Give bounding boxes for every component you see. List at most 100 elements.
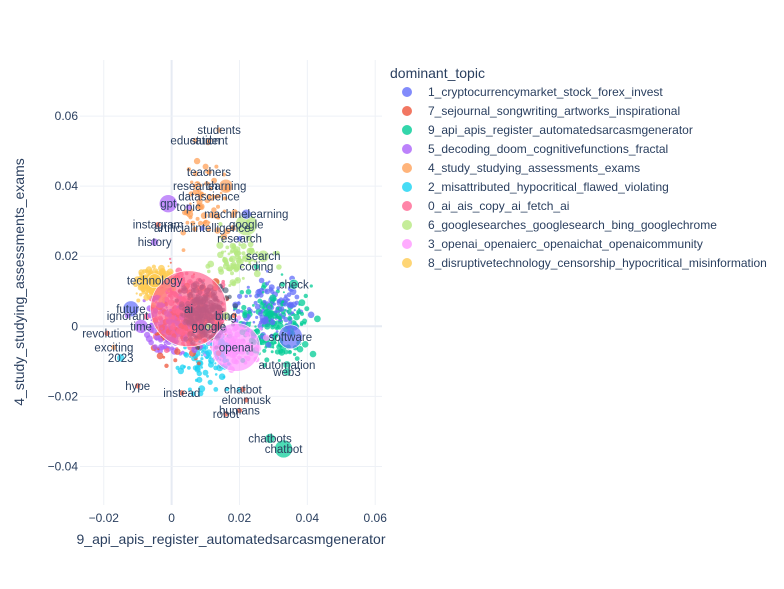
point-label: robot bbox=[213, 409, 240, 421]
scatter-point bbox=[234, 277, 241, 284]
scatter-point bbox=[208, 221, 211, 224]
scatter-point bbox=[288, 298, 291, 301]
legend-item[interactable]: 5_decoding_doom_cognitivefunctions_fract… bbox=[402, 142, 668, 156]
point-label: students bbox=[197, 125, 241, 137]
labeled-bubble bbox=[205, 168, 213, 176]
scatter-point bbox=[258, 311, 263, 317]
scatter-point bbox=[264, 357, 270, 363]
x-tick-label: 0.02 bbox=[228, 511, 252, 525]
x-tick-label: 0 bbox=[168, 511, 175, 525]
scatter-point bbox=[262, 348, 267, 353]
scatter-point bbox=[233, 263, 241, 271]
x-tick-label: 0.04 bbox=[296, 511, 320, 525]
scatter-point bbox=[249, 294, 252, 298]
scatter-point bbox=[204, 193, 207, 196]
point-label: revolution bbox=[82, 328, 132, 340]
scatter-point bbox=[275, 326, 278, 329]
scatter-point bbox=[146, 294, 152, 300]
scatter-point bbox=[229, 250, 233, 254]
legend-item[interactable]: 8_disruptivetechnology_censorship_hypocr… bbox=[402, 256, 767, 270]
labeled-bubble bbox=[192, 182, 199, 190]
scatter-point bbox=[252, 320, 256, 324]
scatter-point bbox=[200, 357, 204, 361]
grid-layer bbox=[80, 60, 382, 505]
scatter-point bbox=[188, 191, 194, 197]
scatter-point bbox=[262, 299, 267, 304]
point-label: humans bbox=[219, 405, 260, 417]
scatter-point bbox=[270, 350, 274, 354]
scatter-point bbox=[227, 252, 231, 256]
scatter-point bbox=[237, 301, 240, 304]
legend-item[interactable]: 4_study_studying_assessments_exams bbox=[402, 161, 640, 175]
scatter-point bbox=[206, 356, 209, 359]
point-label: future bbox=[116, 304, 145, 316]
scatter-point bbox=[200, 212, 208, 220]
scatter-point bbox=[206, 227, 211, 232]
scatter-point bbox=[231, 281, 237, 287]
scatter-point bbox=[235, 309, 241, 314]
scatter-point bbox=[242, 255, 246, 259]
scatter-point bbox=[232, 303, 238, 309]
scatter-point bbox=[196, 370, 202, 377]
scatter-point bbox=[180, 229, 186, 236]
scatter-point bbox=[309, 284, 313, 288]
labeled-bubble bbox=[185, 203, 192, 211]
scatter-point bbox=[244, 294, 248, 298]
scatter-point bbox=[202, 163, 209, 170]
x-tick-label: 0.06 bbox=[364, 511, 388, 525]
scatter-point bbox=[222, 196, 227, 201]
scatter-point bbox=[224, 259, 229, 264]
scatter-point bbox=[151, 328, 158, 334]
scatter-point bbox=[195, 345, 201, 350]
point-label: history bbox=[138, 237, 172, 249]
scatter-point bbox=[222, 172, 226, 177]
y-tick-label: 0.06 bbox=[55, 109, 79, 123]
legend-item[interactable]: 1_cryptocurrencymarket_stock_forex_inves… bbox=[402, 85, 663, 99]
legend-item[interactable]: 7_sejournal_songwriting_artworks_inspira… bbox=[402, 104, 680, 118]
scatter-point bbox=[217, 251, 224, 258]
scatter-point bbox=[202, 221, 206, 225]
scatter-point bbox=[213, 387, 219, 392]
scatter-point bbox=[145, 291, 149, 295]
labeled-bubble bbox=[150, 237, 159, 247]
legend-item[interactable]: 9_api_apis_register_automatedsarcasmgene… bbox=[402, 123, 693, 137]
scatter-point bbox=[228, 257, 234, 262]
point-label: check bbox=[279, 279, 309, 291]
legend-marker bbox=[402, 201, 412, 211]
legend-item[interactable]: 0_ai_ais_copy_ai_fetch_ai bbox=[402, 199, 569, 213]
scatter-point bbox=[265, 281, 270, 286]
scatter-point bbox=[181, 248, 186, 253]
scatter-point bbox=[174, 348, 181, 355]
scatter-point bbox=[225, 245, 230, 250]
point-label: time bbox=[130, 321, 152, 333]
scatter-point bbox=[200, 354, 204, 357]
scatter-point bbox=[277, 359, 281, 362]
legend[interactable]: dominant_topic 1_cryptocurrencymarket_st… bbox=[390, 65, 767, 270]
scatter-point bbox=[138, 283, 143, 288]
scatter-point bbox=[204, 181, 210, 187]
legend-item[interactable]: 2_misattributed_hypocritical_flawed_viol… bbox=[402, 180, 669, 194]
legend-item[interactable]: 6_googlesearches_googlesearch_bing_googl… bbox=[402, 218, 717, 232]
scatter-point bbox=[138, 269, 145, 276]
scatter-point bbox=[276, 286, 281, 290]
scatter-point bbox=[155, 338, 158, 341]
legend-item[interactable]: 3_openai_openaierc_openaichat_openaicomm… bbox=[402, 237, 703, 251]
labeled-bubble bbox=[116, 353, 126, 363]
scatter-point bbox=[135, 292, 138, 295]
point-label: exciting bbox=[94, 342, 133, 354]
scatter-point bbox=[218, 222, 223, 227]
scatter-point bbox=[192, 188, 200, 195]
labeled-bubble bbox=[274, 439, 293, 459]
labeled-bubble bbox=[110, 344, 118, 351]
x-axis-title: 9_api_apis_register_automatedsarcasmgene… bbox=[77, 531, 386, 547]
scatter-point bbox=[205, 349, 213, 357]
point-label: datascience bbox=[178, 192, 239, 204]
point-label: automation bbox=[259, 360, 316, 372]
scatter-point bbox=[258, 292, 264, 298]
scatter-point bbox=[222, 287, 229, 294]
scatter-point bbox=[180, 350, 185, 355]
labeled-bubble bbox=[278, 324, 303, 350]
scatter-point bbox=[235, 257, 242, 264]
scatter-point bbox=[249, 248, 255, 255]
scatter-point bbox=[283, 349, 289, 355]
